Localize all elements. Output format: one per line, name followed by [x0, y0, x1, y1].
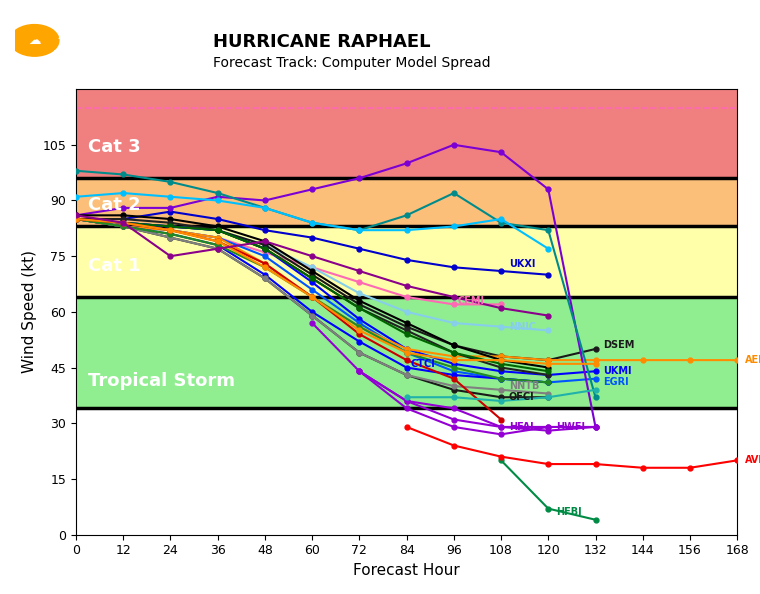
- Circle shape: [10, 24, 59, 56]
- Text: NNIC: NNIC: [509, 322, 536, 331]
- Text: Cat 3: Cat 3: [88, 138, 141, 156]
- Text: Cat 1: Cat 1: [88, 257, 141, 275]
- Bar: [76, 226, 737, 297]
- Text: CEMI: CEMI: [458, 296, 485, 306]
- Text: Weather: Weather: [54, 50, 90, 59]
- Text: Just In: Just In: [59, 30, 86, 39]
- Text: OFCI: OFCI: [509, 392, 534, 402]
- Text: UKMI: UKMI: [603, 366, 632, 376]
- Text: AEMI: AEMI: [745, 355, 760, 365]
- Text: UKXI: UKXI: [509, 258, 535, 268]
- Text: HFBI: HFBI: [556, 507, 582, 517]
- Text: HFAI: HFAI: [509, 422, 534, 432]
- Text: AVNI: AVNI: [745, 456, 760, 465]
- Text: HURRICANE RAPHAEL: HURRICANE RAPHAEL: [213, 33, 430, 50]
- Y-axis label: Wind Speed (kt): Wind Speed (kt): [22, 250, 36, 374]
- Text: Cat 2: Cat 2: [88, 196, 141, 214]
- Text: Forecast Track: Computer Model Spread: Forecast Track: Computer Model Spread: [213, 56, 490, 71]
- X-axis label: Forecast Hour: Forecast Hour: [353, 563, 460, 578]
- Text: CTCI: CTCI: [410, 359, 435, 369]
- Text: DSEM: DSEM: [603, 340, 635, 350]
- Text: NNTB: NNTB: [509, 381, 540, 391]
- Text: EGRI: EGRI: [603, 377, 629, 387]
- Bar: [76, 297, 737, 409]
- Bar: [76, 89, 737, 178]
- Bar: [76, 178, 737, 226]
- Text: HWFI: HWFI: [556, 422, 585, 432]
- Text: Tropical Storm: Tropical Storm: [88, 372, 235, 390]
- Text: ☁: ☁: [28, 34, 41, 47]
- Bar: [76, 409, 737, 535]
